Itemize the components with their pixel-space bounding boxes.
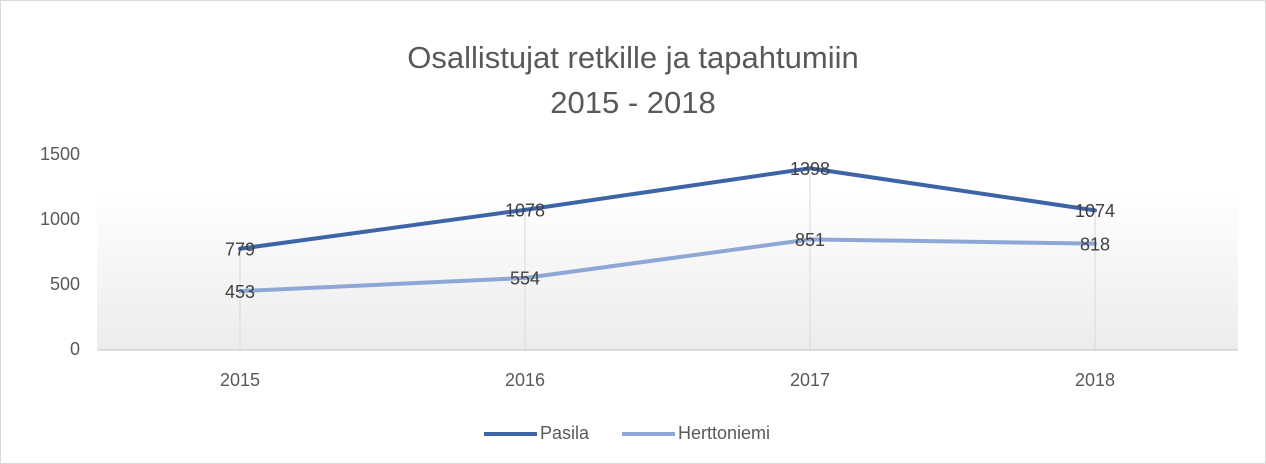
x-tick-label: 2017	[790, 370, 830, 390]
y-tick-label: 1000	[40, 209, 80, 229]
x-tick-label: 2018	[1075, 370, 1115, 390]
data-label: 1398	[790, 159, 830, 179]
data-label: 851	[795, 230, 825, 250]
legend-label: Pasila	[540, 423, 590, 443]
data-label: 1074	[1075, 201, 1115, 221]
legend-label: Herttoniemi	[678, 423, 770, 443]
plot-background	[97, 190, 1238, 350]
data-label: 1078	[505, 201, 545, 221]
data-label: 818	[1080, 234, 1110, 254]
x-tick-label: 2015	[220, 370, 260, 390]
y-tick-label: 500	[50, 274, 80, 294]
chart-subtitle: 2015 - 2018	[550, 85, 715, 120]
x-tick-label: 2016	[505, 370, 545, 390]
series-line	[238, 237, 1097, 294]
chart-title: Osallistujat retkille ja tapahtumiin	[407, 40, 858, 75]
data-label: 453	[225, 282, 255, 302]
data-label: 554	[510, 269, 540, 289]
y-tick-label: 0	[70, 339, 80, 359]
data-label: 779	[225, 239, 255, 259]
series-line	[238, 166, 1097, 251]
y-tick-label: 1500	[40, 144, 80, 164]
